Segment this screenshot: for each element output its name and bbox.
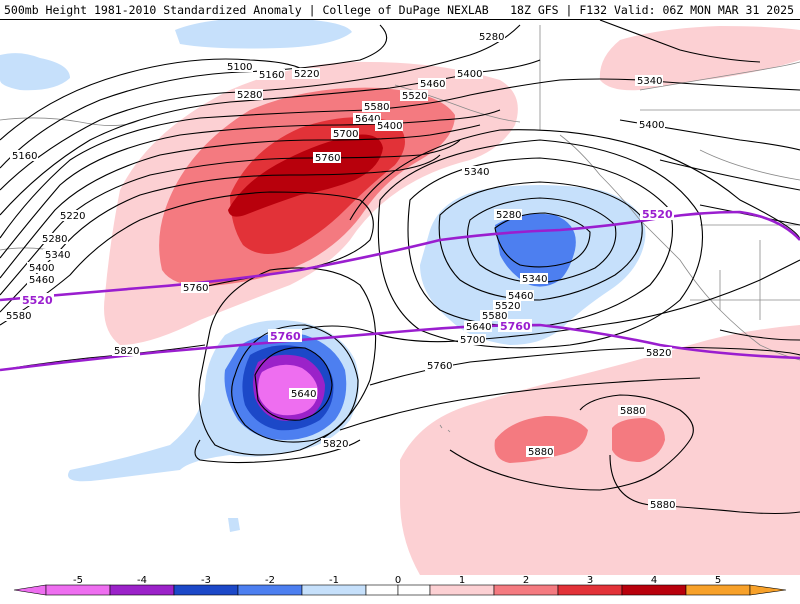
height-label: 5400 <box>457 69 482 80</box>
reference-contours <box>0 210 800 372</box>
map-title: 500mb Height 1981-2010 Standardized Anom… <box>4 3 489 17</box>
pos-anomaly-4-ridge <box>228 134 383 217</box>
legend-segment-pos1 <box>429 584 495 596</box>
height-label: 5460 <box>420 79 445 90</box>
legend-tick-label: 0 <box>395 575 401 586</box>
height-label: 5400 <box>29 263 54 274</box>
height-label: 5460 <box>29 275 54 286</box>
legend-segment-neg5 <box>45 584 111 596</box>
height-label: 5880 <box>528 447 553 458</box>
legend-segment-pos3 <box>557 584 623 596</box>
height-label: 5280 <box>479 32 504 43</box>
height-label: 5220 <box>60 211 85 222</box>
legend-tick-label: 3 <box>587 575 593 586</box>
height-label: 5760 <box>427 361 452 372</box>
legend-tick-label: 4 <box>651 575 657 586</box>
map-panel: 5100 5160 5220 5280 5400 5460 5520 5580 … <box>0 20 800 575</box>
height-label: 5280 <box>42 234 67 245</box>
legend-segment-neg3 <box>173 584 239 596</box>
height-label: 5340 <box>522 274 547 285</box>
legend-tick-label: -5 <box>73 575 83 586</box>
height-label: 5280 <box>237 90 262 101</box>
map-header: 500mb Height 1981-2010 Standardized Anom… <box>0 0 800 20</box>
height-label: 5160 <box>12 151 37 162</box>
height-label: 5340 <box>637 76 662 87</box>
height-label: 5520 <box>402 91 427 102</box>
neg-anomaly-5-central <box>258 364 318 416</box>
legend-arrow-right <box>749 584 787 596</box>
legend-segment-pos5 <box>685 584 751 596</box>
height-label: 5760 <box>183 283 208 294</box>
reference-label: 5760 <box>500 320 531 333</box>
neg-anomaly-area-south <box>228 518 240 532</box>
legend-segment-zero-pos <box>397 584 431 596</box>
legend-tick-label: -3 <box>201 575 211 586</box>
height-label: 5100 <box>227 62 252 73</box>
height-label: 5580 <box>482 311 507 322</box>
height-label: 5640 <box>291 389 316 400</box>
reference-label: 5520 <box>22 294 53 307</box>
height-label: 5580 <box>6 311 31 322</box>
height-label: 5160 <box>259 70 284 81</box>
pos-anomaly-2-southeast-b <box>612 418 665 462</box>
reference-label: 5520 <box>642 208 673 221</box>
legend-segment-zero-neg <box>365 584 399 596</box>
legend-segment-neg4 <box>109 584 175 596</box>
legend-segment-pos4 <box>621 584 687 596</box>
height-label: 5700 <box>460 335 485 346</box>
anomaly-legend: -5 -4 -3 -2 -1 0 1 2 3 4 5 <box>0 575 800 600</box>
legend-segment-neg1 <box>301 584 367 596</box>
neg-anomaly-area-north <box>175 20 352 49</box>
legend-tick-label: 2 <box>523 575 529 586</box>
height-label: 5640 <box>355 114 380 125</box>
height-label: 5820 <box>323 439 348 450</box>
legend-tick-label: -1 <box>329 575 339 586</box>
pos-anomaly-2-southeast-a <box>494 415 588 463</box>
height-label: 5220 <box>294 69 319 80</box>
height-label: 5820 <box>646 348 671 359</box>
legend-arrow-left <box>13 584 47 596</box>
legend-segment-neg2 <box>237 584 303 596</box>
neg-anomaly-area-northwest <box>0 53 70 91</box>
run-info: 18Z GFS | F132 Valid: 06Z MON MAR 31 202… <box>510 3 794 17</box>
height-label: 5400 <box>639 120 664 131</box>
height-label: 5640 <box>466 322 491 333</box>
height-label: 5340 <box>45 250 70 261</box>
height-label: 5820 <box>114 346 139 357</box>
pos-anomaly-1-southeast <box>400 325 800 575</box>
height-label: 5880 <box>650 500 675 511</box>
legend-tick-label: -2 <box>265 575 275 586</box>
height-label: 5880 <box>620 406 645 417</box>
reference-label: 5760 <box>270 330 301 343</box>
height-label: 5340 <box>464 167 489 178</box>
legend-colorbar: -5 -4 -3 -2 -1 0 1 2 3 4 5 <box>13 575 787 596</box>
height-label: 5700 <box>333 129 358 140</box>
height-label: 5520 <box>495 301 520 312</box>
legend-segment-pos2 <box>493 584 559 596</box>
legend-tick-label: -4 <box>137 575 147 586</box>
height-label: 5460 <box>508 291 533 302</box>
legend-tick-label: 5 <box>715 575 721 586</box>
anomaly-map: 5100 5160 5220 5280 5400 5460 5520 5580 … <box>0 20 800 575</box>
reference-labels: 5520 5520 5760 5760 <box>20 207 674 343</box>
height-label: 5280 <box>496 210 521 221</box>
pos-anomaly-1-northeast <box>599 26 800 91</box>
height-labels: 5100 5160 5220 5280 5400 5460 5520 5580 … <box>4 31 676 511</box>
height-label: 5760 <box>315 153 340 164</box>
height-label: 5580 <box>364 102 389 113</box>
height-label: 5400 <box>377 121 402 132</box>
legend-tick-label: 1 <box>459 575 465 586</box>
